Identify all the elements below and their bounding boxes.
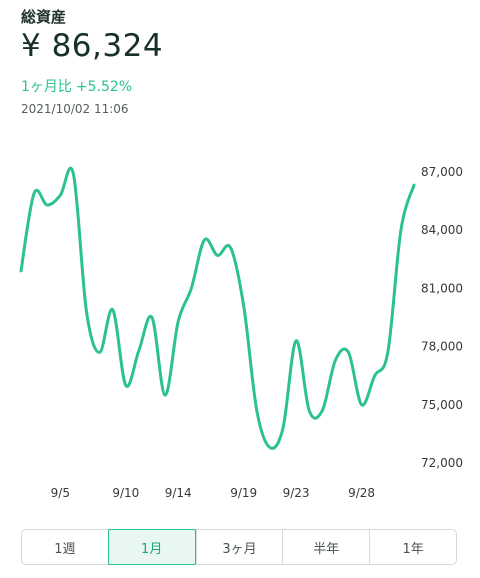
y-tick-label: 84,000	[421, 223, 463, 237]
series-line	[19, 166, 416, 450]
x-tick-label: 9/5	[51, 486, 70, 500]
x-tick-label: 9/10	[112, 486, 139, 500]
change-label: 1ヶ月比	[21, 79, 72, 95]
monthly-change: 1ヶ月比 +5.52%	[21, 76, 132, 96]
assets-line-chart: 87,000 84,000 81,000 78,000 75,000 72,000 9/5…	[19, 165, 463, 500]
x-tick-label: 9/19	[230, 486, 257, 500]
total-assets-value: ¥ 86,324	[21, 28, 164, 64]
change-value: +5.52%	[75, 79, 133, 95]
y-tick-label: 78,000	[421, 340, 463, 354]
x-tick-label: 9/23	[283, 486, 310, 500]
tab-4[interactable]: 1年	[369, 530, 456, 564]
y-tick-label: 81,000	[421, 281, 463, 295]
tab-1[interactable]: 1月	[107, 529, 196, 565]
tab-2[interactable]: 3ヶ月	[195, 530, 283, 564]
y-tick-label: 75,000	[421, 398, 463, 412]
y-tick-label: 72,000	[421, 456, 463, 470]
tab-0[interactable]: 1週	[54, 541, 76, 557]
x-axis-ticks: 9/5 9/10 9/14 9/19 9/23 9/28	[51, 486, 375, 500]
x-tick-label: 9/28	[348, 486, 375, 500]
timestamp: 2021/10/02 11:06	[21, 102, 129, 116]
page-title: 総資産	[21, 8, 67, 26]
period-tabs: 1週 1月 3ヶ月 半年 1年	[21, 529, 457, 565]
x-tick-label: 9/14	[165, 486, 192, 500]
y-axis-ticks: 87,000 84,000 81,000 78,000 75,000 72,000	[421, 165, 463, 470]
tab-3[interactable]: 半年	[282, 530, 369, 564]
y-tick-label: 87,000	[421, 165, 463, 179]
